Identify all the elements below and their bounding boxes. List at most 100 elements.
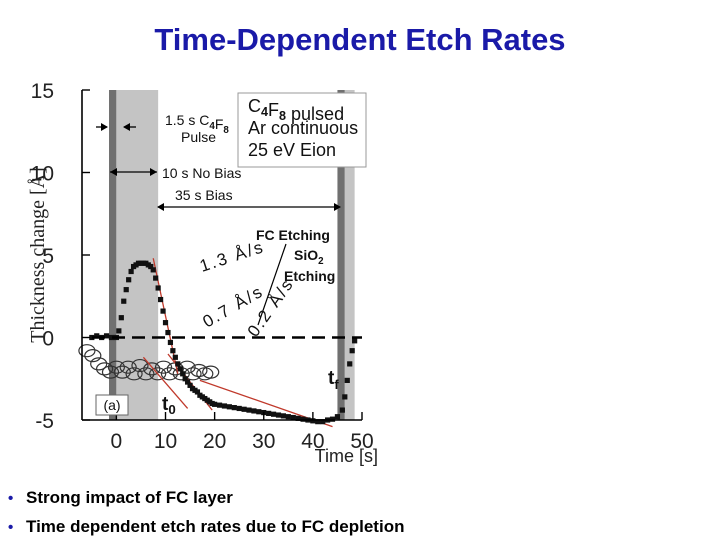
reference-marker <box>113 365 131 379</box>
legend-box <box>237 92 367 168</box>
reference-marker <box>154 360 173 374</box>
legend-line: C4F8 pulsed <box>248 96 344 124</box>
y-tick-label: 0 <box>42 328 54 351</box>
legend-line: Ar continuous <box>248 118 358 138</box>
shaded-region <box>344 90 355 420</box>
data-point <box>126 277 132 283</box>
panel-label-box <box>95 394 129 416</box>
data-point <box>216 402 223 408</box>
bias-label: 35 s Bias <box>175 187 233 203</box>
pulse-annotation: Pulse <box>181 129 216 145</box>
no-bias-arrow-head <box>110 168 117 176</box>
panel-label: (a) <box>103 397 120 413</box>
data-point <box>315 419 321 425</box>
fit-line <box>142 356 189 409</box>
rate-label-1: 1.3 Å/s <box>197 237 267 276</box>
bullet-list: • Strong impact of FC layer • Time depende… <box>8 484 404 542</box>
y-tick-label: 5 <box>42 245 54 268</box>
data-point <box>157 296 164 303</box>
data-point <box>148 263 154 270</box>
data-point <box>275 412 282 418</box>
data-point <box>150 267 156 273</box>
data-point <box>108 334 115 341</box>
x-tick-label: 0 <box>111 430 123 453</box>
legend-line: 25 eV Eion <box>248 140 336 160</box>
t0-label: t0 <box>162 394 176 417</box>
reference-marker <box>131 358 149 373</box>
data-point <box>155 285 161 291</box>
fc-pointer-line <box>257 243 287 326</box>
data-point <box>347 361 353 367</box>
pulse-arrow-head <box>101 123 108 131</box>
bullet-icon: • <box>8 519 14 536</box>
pulse-annotation: 1.5 s C4F8 <box>165 112 229 136</box>
data-point <box>290 414 296 421</box>
reference-marker <box>149 367 167 381</box>
data-point <box>295 415 301 421</box>
data-point <box>180 371 186 377</box>
data-point <box>94 333 100 339</box>
reference-marker <box>143 362 161 376</box>
data-point <box>266 410 272 416</box>
shaded-region <box>337 90 345 420</box>
data-point <box>165 329 171 336</box>
data-point <box>212 401 218 407</box>
reference-marker <box>125 367 143 381</box>
no-bias-arrow-head <box>150 168 157 176</box>
data-point <box>310 418 316 424</box>
data-point <box>320 419 326 425</box>
data-point <box>194 389 201 395</box>
bias-arrow-head <box>157 203 164 211</box>
reference-marker <box>95 362 114 376</box>
x-tick-label: 40 <box>301 430 324 453</box>
data-point <box>246 407 252 413</box>
bullet-item: • Strong impact of FC layer <box>8 484 404 513</box>
reference-marker <box>78 344 96 358</box>
data-point <box>172 354 178 360</box>
data-point <box>241 406 247 412</box>
x-tick-label: 10 <box>154 430 177 453</box>
data-point <box>116 328 122 334</box>
data-point <box>187 382 193 388</box>
data-point <box>162 320 169 326</box>
reference-marker <box>90 357 108 371</box>
data-point <box>352 338 358 344</box>
data-point <box>128 268 134 275</box>
reference-marker <box>137 367 155 381</box>
reference-marker <box>101 365 120 379</box>
data-point <box>342 394 348 400</box>
reference-curve <box>78 344 220 381</box>
bullet-item: • Time dependent etch rates due to FC dep… <box>8 513 404 542</box>
data-point <box>221 403 228 409</box>
data-point <box>167 339 174 346</box>
data-point <box>349 348 355 354</box>
x-tick-label: 20 <box>203 430 226 453</box>
data-point <box>118 315 124 321</box>
fc-etching-label: FC Etching <box>256 227 330 243</box>
data-point <box>270 411 277 417</box>
pulse-arrow-head <box>123 123 130 131</box>
tf-label: tf <box>328 368 339 392</box>
bias-arrow-head <box>334 203 341 211</box>
data-point <box>256 409 262 415</box>
data-point <box>339 407 345 413</box>
data-point <box>251 408 257 414</box>
data-point <box>103 333 110 339</box>
data-point <box>285 414 291 420</box>
data-point <box>185 379 191 385</box>
data-point <box>329 416 336 422</box>
data-point <box>121 298 127 304</box>
data-point <box>236 405 242 412</box>
data-point <box>231 405 237 411</box>
x-tick-label: 30 <box>252 430 275 453</box>
data-point <box>175 361 181 367</box>
x-tick-label: 50 <box>350 430 373 453</box>
slide-title: Time-Dependent Etch Rates <box>154 22 566 57</box>
bullet-text: Time dependent etch rates due to FC depl… <box>26 517 405 536</box>
data-point <box>153 275 159 281</box>
reference-marker <box>119 360 137 374</box>
bullet-text: Strong impact of FC layer <box>26 488 233 507</box>
